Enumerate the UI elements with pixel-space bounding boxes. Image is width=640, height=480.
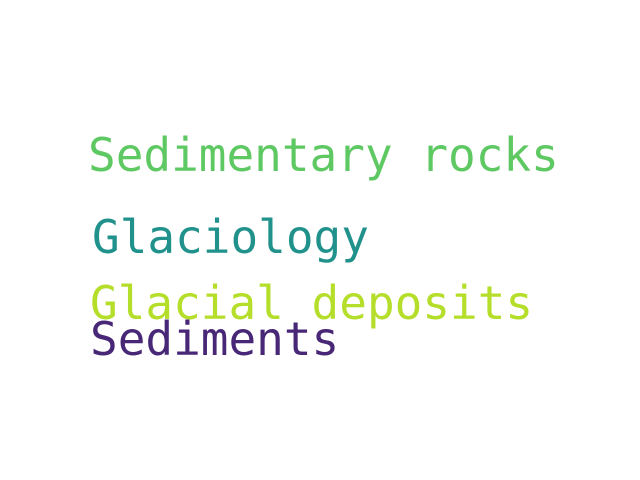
word-glaciology: Glaciology — [92, 210, 369, 264]
word-sedimentary-rocks: Sedimentary rocks — [88, 128, 559, 182]
word-glacial-deposits: Glacial deposits — [90, 276, 534, 330]
word-sediments: Sediments — [90, 312, 340, 366]
